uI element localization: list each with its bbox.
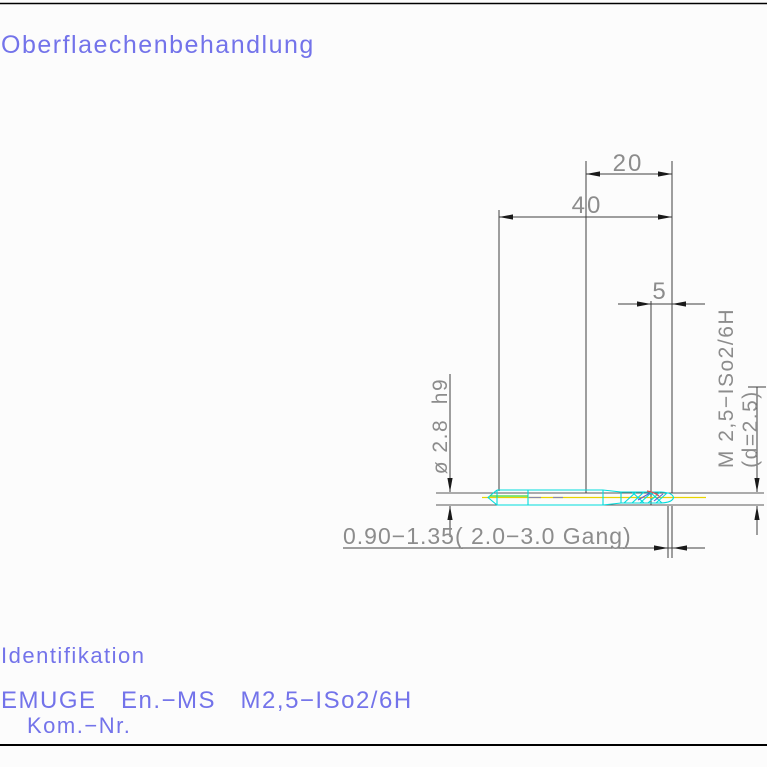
identification-label: Identifikation [1,643,146,668]
tap-outline [487,489,675,506]
dimension-arrowheads [447,171,760,551]
dimension-40-label: 40 [571,192,603,219]
chamfer-length-label: 0.90−1.35( 2.0−3.0 Gang) [343,523,632,549]
shank-diameter-label: ø 2.8 h9 [428,377,452,475]
identification-value: EMUGE En.−MS M2,5−ISo2/6H [1,687,413,714]
thread-spec-detail-label: (d=2.5) [738,390,762,468]
surface-treatment-label: Oberflaechenbehandlung [1,31,315,59]
commission-number-label: Kom.−Nr. [27,713,132,738]
thread-spec-label: M 2,5−ISo2/6H [714,307,738,469]
diameter-object-lines [436,492,764,506]
dimension-5-label: 5 [652,278,668,305]
chamfer-arc-red [646,490,660,497]
tap-geometry [482,489,706,506]
sheet-border-lines [0,2,767,746]
dimension-lines [343,173,766,549]
flute-detail-blue [637,492,664,502]
dimension-20-label: 20 [612,150,644,177]
extension-lines [498,161,673,558]
